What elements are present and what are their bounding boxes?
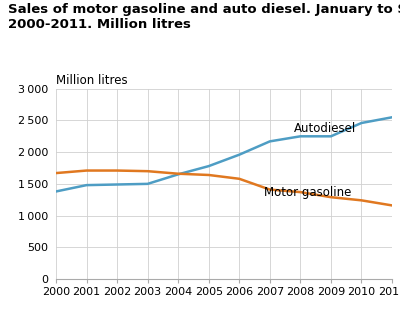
- Text: Motor gasoline: Motor gasoline: [264, 186, 351, 199]
- Text: Sales of motor gasoline and auto diesel. January to September,
2000-2011. Millio: Sales of motor gasoline and auto diesel.…: [8, 3, 400, 31]
- Text: Million litres: Million litres: [56, 74, 128, 87]
- Text: Autodiesel: Autodiesel: [294, 122, 356, 135]
